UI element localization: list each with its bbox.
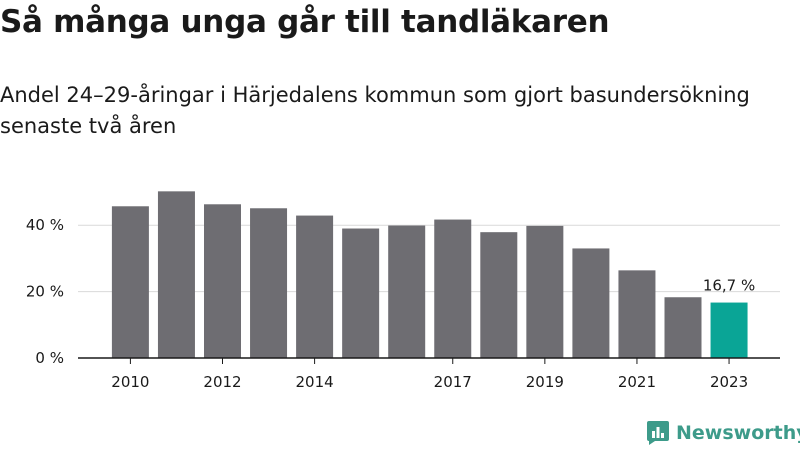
y-tick-label: 40 % — [26, 216, 64, 234]
bar — [434, 219, 472, 358]
bar — [618, 270, 656, 358]
y-tick-label: 20 % — [26, 283, 64, 301]
bar — [388, 225, 426, 358]
x-tick-label: 2010 — [111, 373, 149, 391]
x-tick-label: 2023 — [710, 373, 748, 391]
bar — [111, 206, 149, 358]
bar — [342, 228, 380, 358]
x-tick-label: 2014 — [296, 373, 334, 391]
bar — [480, 232, 518, 358]
x-tick-label: 2017 — [434, 373, 472, 391]
y-tick-label: 0 % — [35, 349, 64, 367]
data-label: 16,7 % — [703, 277, 755, 295]
newsworthy-chart-icon — [647, 421, 669, 445]
chart-title: Så många unga går till tandläkaren — [0, 4, 610, 40]
bar — [710, 302, 748, 358]
x-tick-label: 2019 — [526, 373, 564, 391]
brand-name: Newsworthy — [676, 422, 800, 444]
x-tick-label: 2012 — [203, 373, 241, 391]
brand-logo: Newsworthy — [646, 420, 800, 446]
x-tick-label: 2021 — [618, 373, 656, 391]
bar — [250, 208, 288, 358]
chart-subtitle: Andel 24–29-åringar i Härjedalens kommun… — [0, 83, 750, 138]
bar — [526, 225, 564, 358]
bar — [157, 191, 195, 358]
bar — [296, 215, 334, 358]
bar — [664, 297, 702, 358]
bar — [572, 248, 610, 358]
bar — [204, 204, 241, 358]
